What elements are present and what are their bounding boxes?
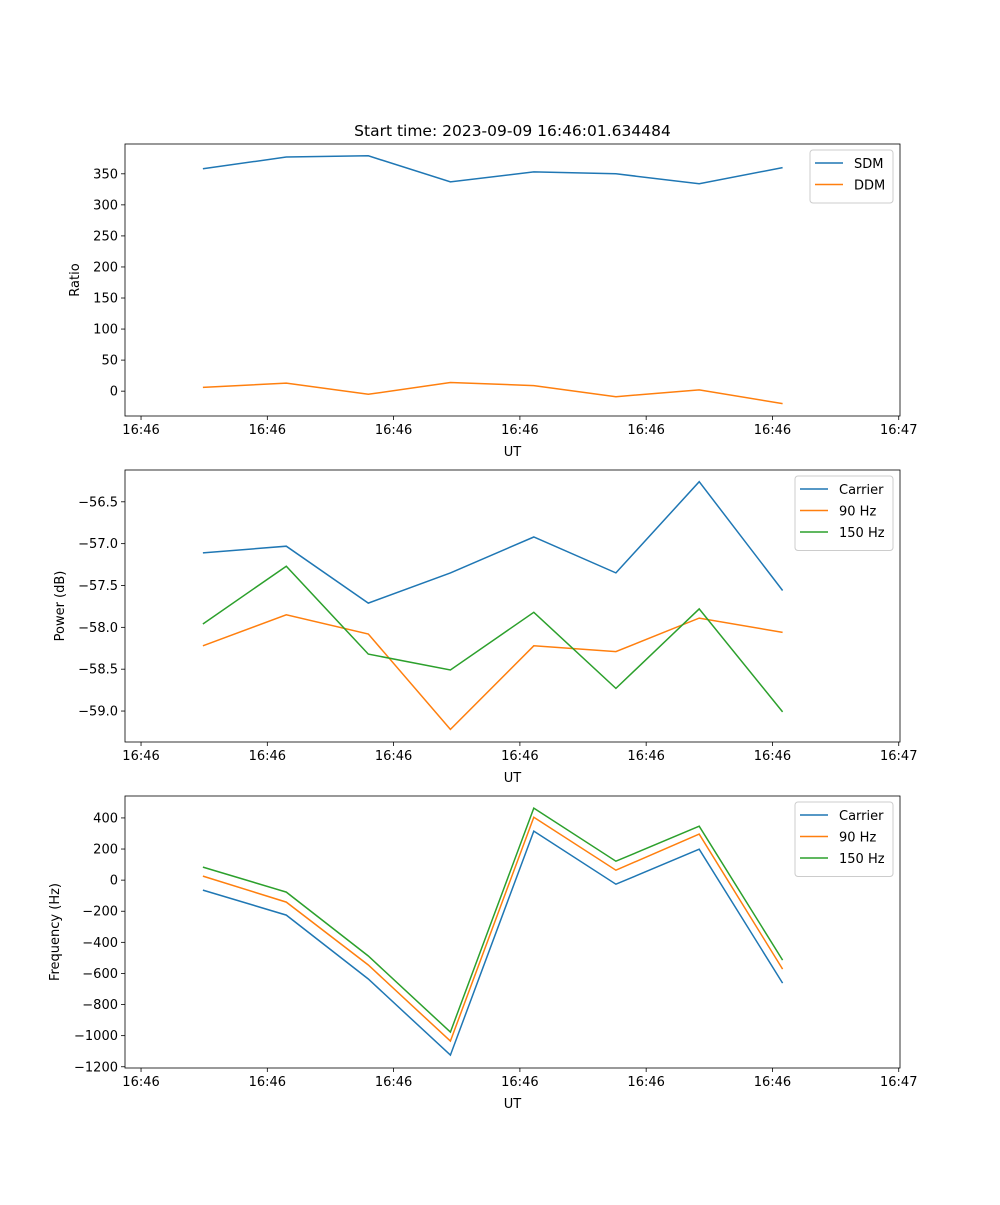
legend: Carrier 90 Hz 150 Hz (794, 801, 894, 877)
legend: Carrier 90 Hz 150 Hz (794, 475, 894, 551)
y-tick-label: −59.0 (78, 705, 118, 720)
axes-frame (124, 795, 901, 1069)
series-line-150-hz (202, 565, 784, 713)
x-tick-label: 16:46 (501, 423, 538, 438)
x-tick-label: 16:47 (880, 749, 917, 764)
legend-label: DDM (854, 179, 885, 194)
legend-label: 90 Hz (839, 505, 876, 520)
y-tick-label: 50 (101, 354, 118, 369)
x-tick-label: 16:46 (375, 1075, 412, 1090)
series-line-ddm (202, 381, 783, 405)
x-tick-label: 16:46 (375, 423, 412, 438)
x-tick-label: 16:46 (754, 749, 791, 764)
y-tick-label: −57.0 (78, 537, 118, 552)
x-tick-label: 16:47 (880, 1075, 917, 1090)
y-tick-label: 200 (93, 260, 118, 275)
y-tick-label: −600 (82, 967, 118, 982)
x-tick-label: 16:46 (122, 423, 159, 438)
x-tick-label: 16:47 (880, 423, 917, 438)
y-axis-label: Frequency (Hz) (48, 883, 63, 981)
y-axis-label: Ratio (68, 263, 83, 296)
x-tick-label: 16:46 (249, 423, 286, 438)
x-axis-label: UT (504, 445, 522, 460)
series-line-90-hz (202, 614, 783, 731)
y-tick-label: 300 (93, 198, 118, 213)
legend-label: Carrier (839, 483, 884, 498)
subplot-2: 16:46 16:46 16:46 16:46 16:46 16:46 16:47 −59.0… (53, 469, 917, 786)
y-tick-label: −200 (82, 905, 118, 920)
series-line-150-hz (202, 806, 784, 1034)
y-axis-label: Power (dB) (53, 571, 68, 642)
x-tick-label: 16:46 (249, 749, 286, 764)
subplot-3: 16:46 16:46 16:46 16:46 16:46 16:46 16:47 −1200… (48, 795, 917, 1112)
x-axis-label: UT (504, 1097, 522, 1112)
y-tick-label: −56.5 (78, 495, 118, 510)
y-tick-label: −57.5 (78, 579, 118, 594)
y-tick-label: 0 (110, 385, 118, 400)
x-tick-label: 16:46 (754, 1075, 791, 1090)
series-line-carrier (202, 480, 784, 604)
series-line-90-hz (202, 816, 784, 1043)
x-tick-label: 16:46 (627, 749, 664, 764)
axes-frame (124, 143, 901, 417)
y-tick-label: 100 (93, 323, 118, 338)
y-tick-label: 350 (93, 167, 118, 182)
legend-label: 150 Hz (839, 526, 885, 541)
legend-label: 90 Hz (839, 831, 876, 846)
y-tick-label: −1000 (74, 1029, 118, 1044)
y-tick-label: −58.5 (78, 663, 118, 678)
x-tick-label: 16:46 (501, 749, 538, 764)
x-tick-label: 16:46 (122, 1075, 159, 1090)
legend-label: 150 Hz (839, 852, 885, 867)
series-line-carrier (202, 829, 784, 1057)
subplot-1: 16:46 16:46 16:46 16:46 16:46 16:46 16:47 0 50 10… (68, 122, 917, 460)
y-tick-label: 400 (93, 811, 118, 826)
x-tick-label: 16:46 (501, 1075, 538, 1090)
y-tick-label: 200 (93, 843, 118, 858)
y-tick-label: −400 (82, 936, 118, 951)
chart-title: Start time: 2023-09-09 16:46:01.634484 (354, 122, 671, 140)
legend: SDM DDM (809, 149, 894, 204)
legend-label: SDM (854, 157, 883, 172)
x-tick-label: 16:46 (375, 749, 412, 764)
y-tick-label: 150 (93, 292, 118, 307)
y-tick-label: 250 (93, 229, 118, 244)
y-tick-label: −58.0 (78, 621, 118, 636)
y-tick-label: −1200 (74, 1060, 118, 1075)
axes-frame (124, 469, 901, 743)
y-tick-label: −800 (82, 998, 118, 1013)
x-tick-label: 16:46 (627, 1075, 664, 1090)
x-axis-label: UT (504, 771, 522, 786)
series-line-sdm (202, 155, 783, 185)
x-tick-label: 16:46 (627, 423, 664, 438)
legend-label: Carrier (839, 809, 884, 824)
x-tick-label: 16:46 (754, 423, 791, 438)
y-tick-label: 0 (110, 874, 118, 889)
x-tick-label: 16:46 (249, 1075, 286, 1090)
x-tick-label: 16:46 (122, 749, 159, 764)
